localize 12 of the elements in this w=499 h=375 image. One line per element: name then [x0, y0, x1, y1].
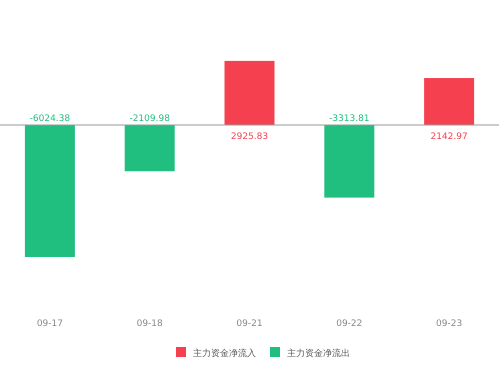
data-label: -3313.81	[329, 114, 370, 124]
legend-label: 主力资金净流出	[287, 348, 350, 359]
data-label: 2925.83	[230, 132, 268, 142]
data-label: -2109.98	[129, 114, 170, 124]
legend-label: 主力资金净流入	[193, 348, 256, 359]
x-tick-label: 09-23	[436, 319, 462, 329]
x-tick-label: 09-21	[236, 319, 263, 329]
x-tick-label: 09-18	[136, 319, 164, 329]
data-label: -6024.38	[30, 114, 70, 124]
data-label: 2142.97	[430, 132, 468, 142]
x-tick-label: 09-17	[36, 319, 63, 329]
x-tick-label: 09-22	[336, 319, 362, 329]
